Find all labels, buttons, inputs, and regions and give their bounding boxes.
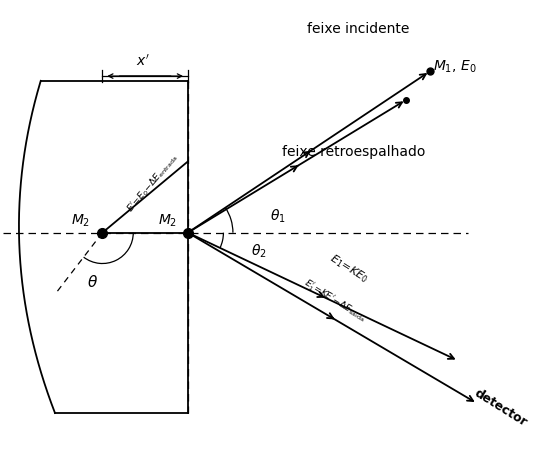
- Text: $E^{\prime}\!=\!E_0\!-\!\Delta E_{\rm entrada}$: $E^{\prime}\!=\!E_0\!-\!\Delta E_{\rm en…: [125, 152, 181, 215]
- Text: $\theta_2$: $\theta_2$: [251, 243, 267, 260]
- Text: $x^{\prime}$: $x^{\prime}$: [136, 54, 150, 69]
- Text: $M_2$: $M_2$: [71, 213, 90, 230]
- Text: $E_1^{\prime}\!=\!KE^{\prime}\!-\!\Delta E_{\rm sa\acute{\imath}da}$: $E_1^{\prime}\!=\!KE^{\prime}\!-\!\Delta…: [301, 277, 369, 325]
- Text: $M_1$, $E_0$: $M_1$, $E_0$: [433, 58, 476, 75]
- Text: $\theta_1$: $\theta_1$: [270, 208, 286, 225]
- Text: $M_2$: $M_2$: [158, 213, 178, 230]
- Text: $\theta$: $\theta$: [87, 274, 98, 290]
- Text: feixe incidente: feixe incidente: [308, 22, 410, 36]
- Text: detector: detector: [472, 386, 529, 429]
- Text: $E_1\!=\!KE_0$: $E_1\!=\!KE_0$: [327, 251, 371, 286]
- Text: feixe retroespalhado: feixe retroespalhado: [282, 145, 426, 159]
